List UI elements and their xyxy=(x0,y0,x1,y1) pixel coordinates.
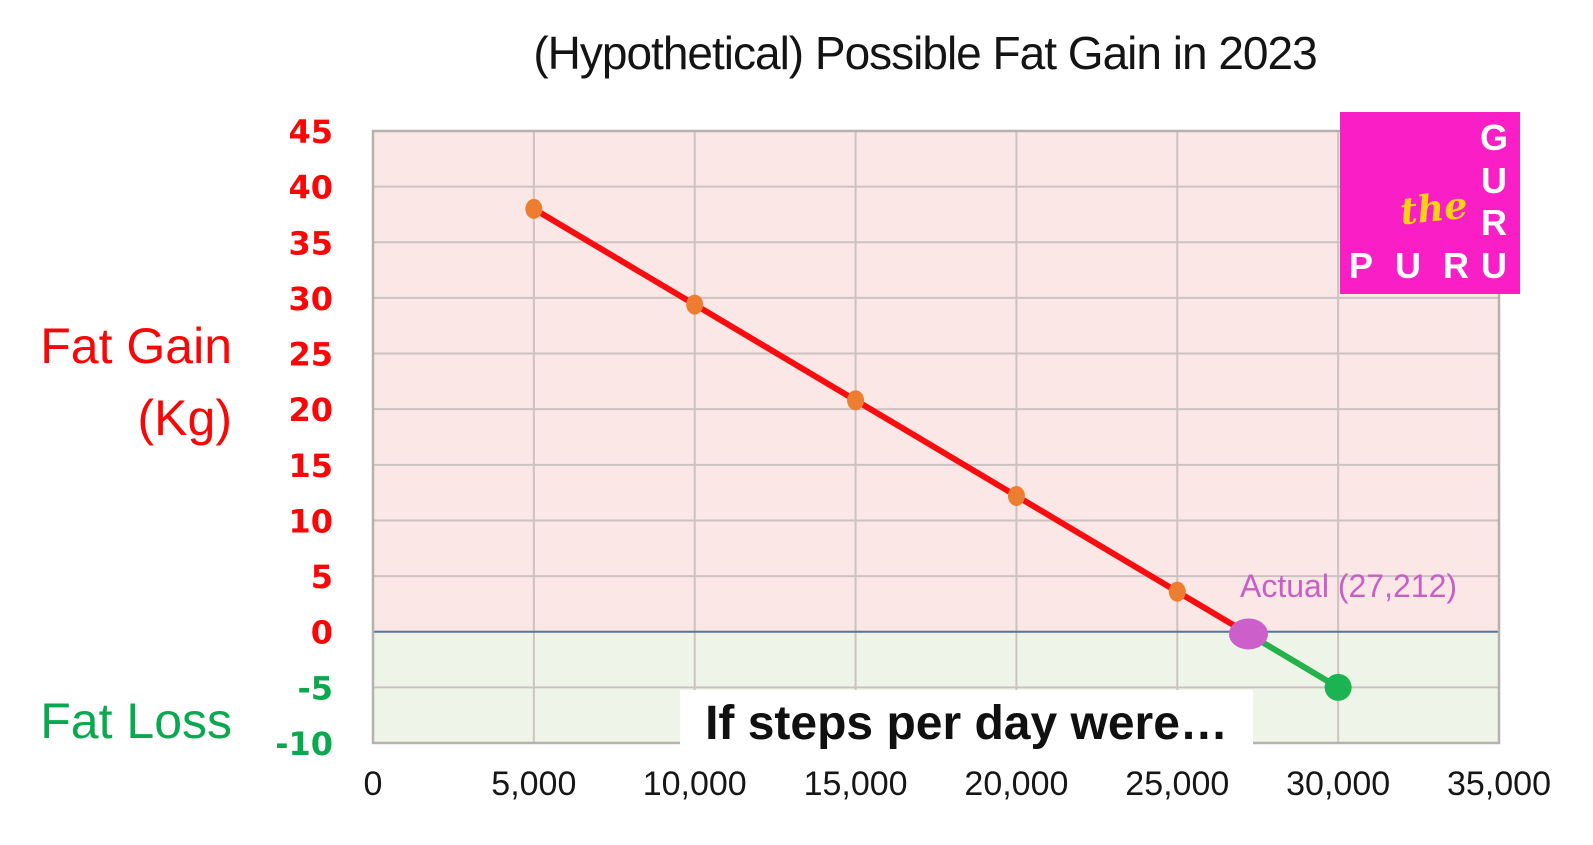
logo-letter: G xyxy=(1479,117,1508,158)
puru-guru-logo: G U R U P U R the xyxy=(1340,112,1520,294)
actual-point xyxy=(1228,618,1268,650)
x-tick-25000: 25,000 xyxy=(1125,765,1229,803)
y-tick-25: 25 xyxy=(288,336,333,374)
y-axis-title: Fat Gain (Kg) xyxy=(28,310,232,454)
y-tick--5: -5 xyxy=(297,669,333,707)
x-axis-overlay-label: If steps per day were… xyxy=(680,690,1253,756)
x-tick-30000: 30,000 xyxy=(1286,765,1390,803)
chart-title: (Hypothetical) Possible Fat Gain in 2023 xyxy=(533,27,1317,79)
logo-letter: R xyxy=(1442,245,1469,286)
point-25000 xyxy=(1168,581,1186,602)
point-15000 xyxy=(847,390,865,411)
y-tick-15: 15 xyxy=(288,447,333,485)
logo-letter: U xyxy=(1481,244,1507,286)
y-tick-40: 40 xyxy=(288,169,333,207)
y-tick--10: -10 xyxy=(275,725,333,763)
point-30000 xyxy=(1324,673,1352,701)
series-hypothetical-fat-gain xyxy=(532,206,1250,637)
logo-horizontal-puru: P U R xyxy=(1349,245,1469,287)
y-tick-0: 0 xyxy=(311,614,333,652)
x-tick-20000: 20,000 xyxy=(964,765,1068,803)
y-tick-10: 10 xyxy=(288,502,333,540)
point-10000 xyxy=(686,294,704,315)
x-tick-35000: 35,000 xyxy=(1447,765,1551,803)
x-tick-0: 0 xyxy=(364,765,383,803)
region-fat-gain xyxy=(373,131,1499,632)
logo-letter: U xyxy=(1395,245,1421,286)
fat-loss-label: Fat Loss xyxy=(40,693,232,749)
y-tick-45: 45 xyxy=(288,113,333,151)
x-tick-15000: 15,000 xyxy=(804,765,908,803)
gridlines xyxy=(373,131,1499,743)
y-tick-20: 20 xyxy=(288,391,333,429)
point-5000 xyxy=(525,198,543,219)
logo-script-the: the xyxy=(1397,182,1470,234)
y-tick-35: 35 xyxy=(288,224,333,262)
x-tick-10000: 10,000 xyxy=(643,765,747,803)
logo-letter: R xyxy=(1481,202,1507,244)
y-tick-30: 30 xyxy=(288,280,333,318)
point-20000 xyxy=(1007,485,1025,506)
y-axis-title-line2: (Kg) xyxy=(137,390,232,446)
y-tick-5: 5 xyxy=(311,558,333,596)
logo-letter: P xyxy=(1349,245,1374,286)
logo-letter: U xyxy=(1481,159,1507,201)
logo-vertical-guru: G U R U xyxy=(1477,117,1511,287)
y-axis-title-line1: Fat Gain xyxy=(40,318,232,374)
actual-annotation: Actual (27,212) xyxy=(1240,568,1458,604)
x-tick-5000: 5,000 xyxy=(491,765,576,803)
